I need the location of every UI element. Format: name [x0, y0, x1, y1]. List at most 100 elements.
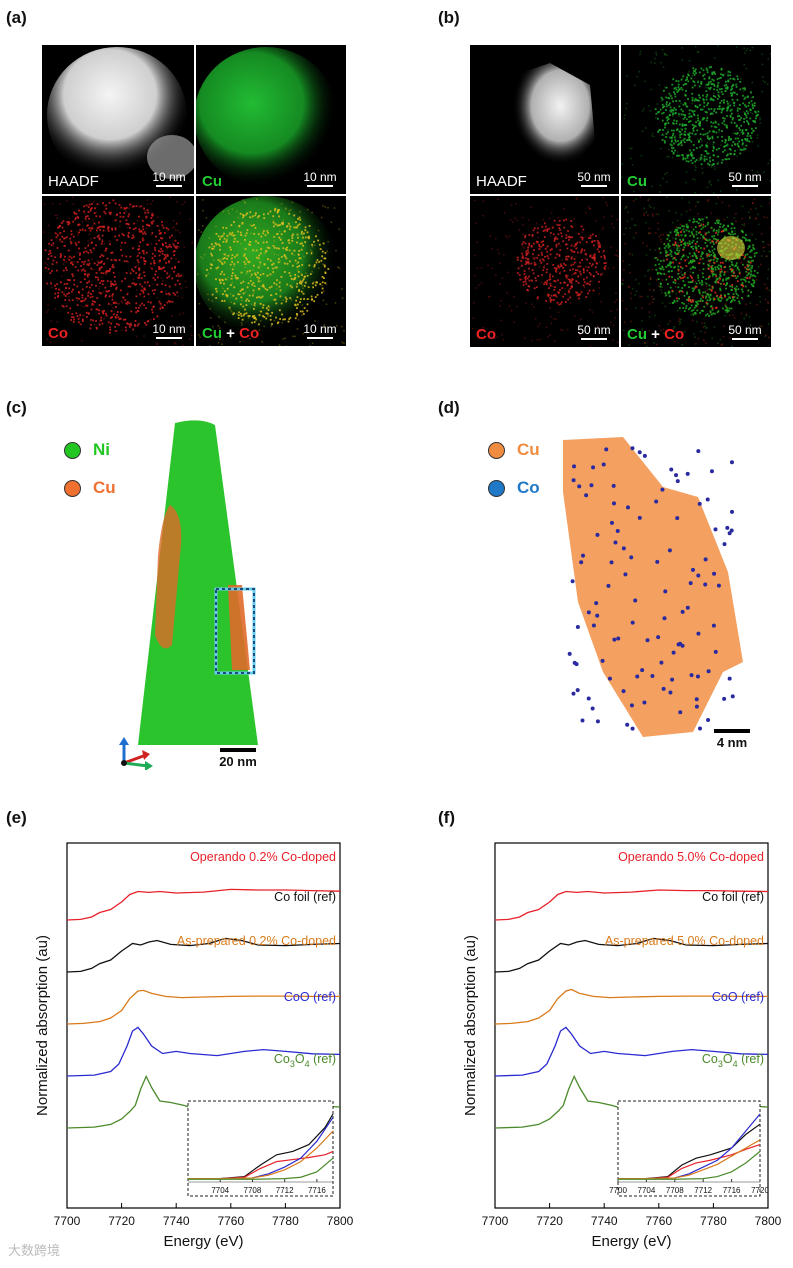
x-tick-label: 7700 [54, 1214, 81, 1228]
inset-series-line [188, 1130, 334, 1180]
x-tick-label: 7780 [700, 1214, 727, 1228]
x-axis-label: Energy (eV) [591, 1233, 671, 1250]
inset-frame [187, 1100, 334, 1197]
tile-label: Cu + Co [202, 325, 260, 342]
inset-series-line [618, 1139, 761, 1180]
series-label: Co foil (ref) [702, 890, 764, 904]
scale-bar: 50 nm [723, 170, 767, 187]
x-tick-label: 7720 [108, 1214, 135, 1228]
inset-frame [617, 1100, 761, 1197]
y-axis-label: Normalized absorption (au) [34, 935, 51, 1116]
inset-tick-label: 7704 [211, 1186, 229, 1195]
scale-bar: 10 nm [298, 322, 342, 339]
inset-tick-label: 7720 [751, 1186, 769, 1195]
x-tick-label: 7760 [217, 1214, 244, 1228]
ni-legend-dot [64, 441, 81, 459]
overlay-map-b: Cu + Co 50 nm [621, 196, 771, 347]
series-line [66, 937, 341, 973]
overlay-signal-b [621, 196, 771, 347]
haadf-particle-a [47, 47, 194, 183]
xanes-chart-f-svg: 7700 7720 7740 7760 7780 7800 Energy (eV) Norma… [462, 842, 782, 1250]
inset-tick-label: 7716 [308, 1186, 326, 1195]
inset-tick-label: 7708 [244, 1186, 262, 1195]
panel-label-a: (a) [6, 8, 27, 27]
x-tick-label: 7780 [272, 1214, 299, 1228]
series-line [494, 988, 768, 1025]
co-map-a: Co 10 nm [42, 196, 194, 346]
cu-legend-dot [488, 441, 505, 459]
cu-map-a: Cu 10 nm [196, 45, 346, 194]
cu-signal-b [621, 45, 771, 194]
tile-label: Cu [627, 173, 647, 190]
haadf-particle-b [508, 63, 595, 170]
inset-series-line [188, 1157, 334, 1180]
watermark: 大数跨境 [8, 1243, 61, 1258]
inset-tick-label: 7704 [638, 1186, 656, 1195]
inset-series-line [618, 1150, 761, 1180]
overlay-signal-a [196, 196, 345, 346]
scale-bar: 50 nm [572, 170, 616, 187]
x-tick-label: 7800 [755, 1214, 782, 1228]
tile-label: HAADF [476, 173, 527, 190]
series-line [494, 937, 769, 973]
scale-bar: 50 nm [572, 323, 616, 340]
series-line [66, 1026, 341, 1077]
inset-tick-label: 7712 [276, 1186, 294, 1195]
legend-cu: Cu [488, 440, 540, 460]
tile-label: Cu + Co [627, 326, 685, 343]
apt-cluster-reconstruction [563, 437, 743, 737]
series-label: As-prepared 0.2% Co-doped [177, 934, 336, 948]
series-label: Operando 0.2% Co-doped [190, 850, 336, 864]
scale-bar: 10 nm [147, 322, 191, 339]
series-line [494, 889, 769, 921]
panel-label-b: (b) [438, 8, 460, 27]
apt-tip-reconstruction [138, 420, 258, 745]
series-line [66, 989, 340, 1025]
x-tick-label: 7720 [536, 1214, 563, 1228]
series-label: Operando 5.0% Co-doped [618, 850, 764, 864]
co-signal-b [471, 196, 619, 347]
haadf-image-b: HAADF 50 nm [470, 45, 619, 194]
panel-label-c: (c) [6, 398, 27, 417]
co-map-b: Co 50 nm [470, 196, 619, 347]
co-signal-a [42, 196, 194, 346]
cu-legend-dot [64, 479, 81, 497]
panel-label-e: (e) [6, 808, 27, 827]
co-legend-dot [488, 479, 505, 497]
series-label: Co3O4 (ref) [702, 1052, 764, 1069]
x-tick-label: 7760 [645, 1214, 672, 1228]
x-tick-label: 7800 [327, 1214, 354, 1228]
haadf-image-a: HAADF 10 nm [42, 45, 194, 194]
cu-signal-a [196, 47, 338, 187]
legend-co: Co [488, 478, 540, 498]
series-label: CoO (ref) [712, 990, 764, 1004]
y-axis-label: Normalized absorption (au) [462, 935, 479, 1116]
xanes-chart-f: 7700 7720 7740 7760 7780 7800 Energy (eV) Norma… [428, 835, 788, 1265]
x-axis-label: Energy (eV) [163, 1233, 243, 1250]
tile-label: Cu [202, 173, 222, 190]
legend-ni: Ni [64, 440, 110, 460]
x-tick-label: 7740 [591, 1214, 618, 1228]
series-line [494, 1026, 769, 1077]
inset-tick-label: 7708 [666, 1186, 684, 1195]
series-label: CoO (ref) [284, 990, 336, 1004]
scale-bar-d: 4 nm [712, 729, 752, 750]
legend-cu: Cu [64, 478, 116, 498]
plot-frame [494, 842, 769, 1209]
xanes-chart-e: 7700 7720 7740 7760 7780 7800 Energy (eV) Norma… [0, 835, 380, 1265]
panel-label-f: (f) [438, 808, 455, 827]
overlay-map-a: Cu + Co 10 nm [196, 196, 346, 346]
tile-label: HAADF [48, 173, 99, 190]
cu-map-b: Cu 50 nm [621, 45, 771, 194]
plot-frame [66, 842, 341, 1209]
axes-triad-icon [119, 737, 153, 770]
scale-bar: 50 nm [723, 323, 767, 340]
tile-label: Co [48, 325, 68, 342]
inset-tick-label: 7712 [694, 1186, 712, 1195]
series-label: Co foil (ref) [274, 890, 336, 904]
x-tick-label: 7740 [163, 1214, 190, 1228]
scale-bar: 10 nm [298, 170, 342, 187]
series-line [66, 888, 341, 921]
tile-label: Co [476, 326, 496, 343]
scale-bar: 10 nm [147, 170, 191, 187]
